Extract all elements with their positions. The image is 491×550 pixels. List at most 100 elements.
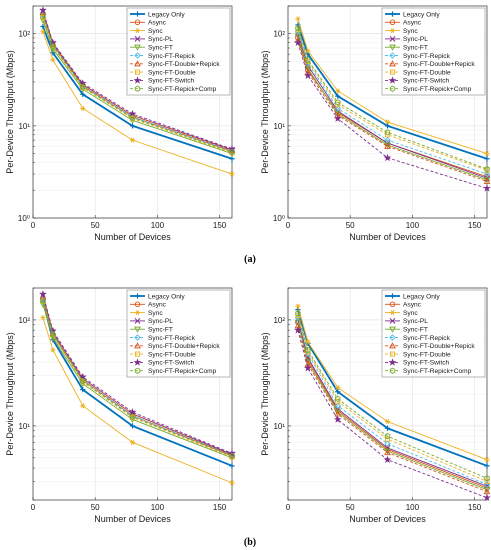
data-point — [484, 165, 490, 173]
y-tick-label: 10² — [273, 30, 285, 39]
data-point — [484, 475, 490, 482]
legend-entry: Sync-PL — [148, 318, 173, 325]
data-point — [129, 423, 136, 429]
legend-swatch-marker — [133, 76, 142, 84]
data-point — [383, 153, 392, 162]
data-point — [335, 88, 341, 94]
series-sync — [295, 303, 490, 463]
data-point — [50, 331, 56, 338]
series-legacy-only — [295, 22, 490, 162]
data-point — [483, 177, 491, 184]
series-line — [42, 301, 233, 458]
legend-swatch-marker — [134, 52, 141, 59]
legend-swatch-marker — [134, 69, 141, 75]
legend-entry: Sync-FT-Repick+Comp — [148, 86, 217, 93]
legend: Legacy OnlyAsyncSyncSync-PLSync-FTSync-F… — [126, 7, 231, 96]
legend-entry: Sync-FT-Switch — [403, 360, 449, 367]
x-tick-label: 100 — [406, 503, 420, 512]
series-line — [297, 330, 488, 499]
legend-entry: Sync — [148, 310, 163, 317]
data-point — [484, 156, 490, 162]
legend-swatch-marker — [134, 60, 141, 67]
data-point — [304, 65, 312, 72]
legend-entry: Async — [148, 20, 167, 27]
data-point — [294, 326, 302, 334]
data-point — [39, 290, 47, 298]
legend-entry: Sync-FT-Repick+Comp — [148, 368, 217, 375]
legend-swatch-marker — [134, 334, 141, 341]
legend-swatch-marker — [389, 293, 396, 299]
legend-swatch-marker — [389, 317, 396, 324]
y-tick-label: 10² — [18, 30, 30, 39]
data-point — [295, 25, 301, 32]
legend-entry: Sync-FT-Double+Repick — [148, 343, 220, 350]
x-tick-label: 50 — [346, 221, 355, 230]
legend-swatch-marker — [134, 351, 141, 357]
x-tick-label: 100 — [151, 503, 165, 512]
x-tick-label: 100 — [406, 221, 420, 230]
data-point — [229, 463, 235, 469]
legend-swatch-marker — [134, 44, 141, 51]
legend-swatch-marker — [134, 326, 141, 333]
legend-entry: Sync-FT — [403, 45, 428, 52]
legend-swatch-marker — [389, 35, 396, 42]
x-axis-label: Number of Devices — [349, 514, 426, 524]
y-axis-label: Per-Device Throughput (Mbps) — [5, 50, 15, 173]
series-legacy-only — [40, 23, 235, 162]
legend-entry: Sync-FT-Repick — [148, 53, 196, 60]
legend-entry: Sync-FT-Double — [403, 69, 451, 76]
data-point — [383, 455, 392, 463]
legend-entry: Sync-FT-Double — [403, 351, 451, 358]
legend-swatch-marker — [134, 301, 141, 308]
data-point — [50, 43, 56, 50]
data-point — [333, 415, 342, 423]
legend-swatch-marker — [389, 342, 396, 349]
series-sync-ft-switch — [294, 38, 491, 192]
data-point — [305, 56, 311, 64]
data-point — [384, 448, 391, 455]
data-point — [484, 457, 490, 463]
series-sync — [40, 315, 235, 486]
legend-entry: Sync — [148, 28, 163, 35]
legend-swatch-marker — [389, 367, 396, 374]
data-point — [129, 137, 136, 143]
legend-swatch-marker — [134, 35, 141, 42]
data-point — [128, 408, 137, 416]
data-point — [295, 312, 301, 319]
data-point — [483, 184, 491, 192]
data-point — [384, 132, 391, 138]
series-line — [42, 300, 233, 457]
legend-entry: Sync-FT-Double+Repick — [148, 61, 220, 68]
legend-entry: Async — [403, 20, 422, 27]
legend-entry: Sync-FT-Repick+Comp — [403, 368, 472, 375]
legend-swatch-marker — [134, 11, 141, 17]
legend-entry: Sync-PL — [148, 36, 173, 43]
series-sync — [40, 29, 235, 177]
data-point — [129, 439, 136, 445]
data-point — [484, 478, 490, 484]
data-point — [484, 463, 490, 469]
legend-swatch-marker — [389, 351, 396, 357]
data-point — [384, 440, 391, 447]
legend-swatch-marker — [389, 44, 396, 51]
legend-entry: Sync-FT-Repick — [403, 335, 451, 342]
legend: Legacy OnlyAsyncSyncSync-PLSync-FTSync-F… — [381, 289, 486, 378]
data-point — [229, 148, 235, 156]
axes-box — [287, 287, 488, 501]
data-point — [80, 105, 86, 111]
legend-swatch-marker — [389, 85, 396, 92]
legend-entry: Sync-FT-Switch — [148, 78, 194, 85]
legend-swatch-marker — [389, 310, 396, 316]
data-point — [80, 83, 86, 90]
legend-entry: Sync-FT — [148, 327, 173, 334]
data-point — [80, 387, 86, 393]
data-point — [294, 33, 302, 40]
y-axis-label: Per-Device Throughput (Mbps) — [260, 50, 270, 173]
data-point — [129, 123, 136, 129]
y-tick-label: 10¹ — [18, 122, 30, 131]
x-axis-label: Number of Devices — [94, 232, 171, 242]
legend-swatch-marker — [389, 11, 396, 17]
x-tick-label: 0 — [286, 221, 291, 230]
legend-swatch-marker — [388, 358, 397, 366]
legend-entry: Sync-PL — [403, 36, 428, 43]
